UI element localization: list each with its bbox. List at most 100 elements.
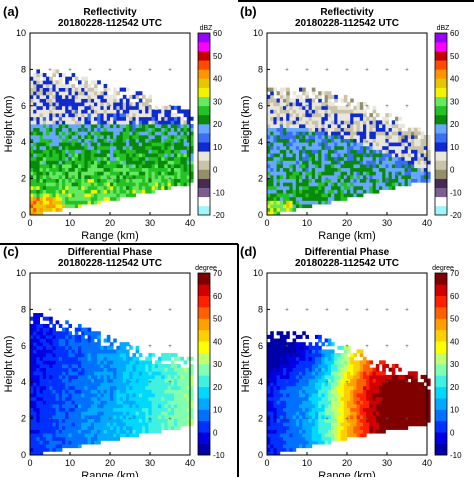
heatmap-cell — [305, 204, 309, 208]
heatmap-cell — [289, 117, 293, 121]
heatmap-cell — [78, 124, 82, 128]
heatmap-cell — [373, 139, 377, 143]
heatmap-cell — [107, 95, 111, 99]
heatmap-cell — [171, 400, 175, 404]
heatmap-cell — [94, 197, 98, 201]
grid-marker: + — [325, 104, 329, 110]
heatmap-cell — [59, 204, 63, 208]
grid-marker: + — [345, 104, 349, 110]
heatmap-cell — [293, 179, 297, 183]
heatmap-cell — [52, 208, 56, 212]
colorbar-swatch — [198, 398, 210, 410]
heatmap-cell — [312, 375, 316, 379]
heatmap-cell — [59, 411, 63, 415]
heatmap-cell — [148, 164, 152, 168]
heatmap-cell — [155, 379, 159, 383]
heatmap-cell — [411, 135, 415, 139]
heatmap-cell — [110, 433, 114, 437]
heatmap-cell — [116, 368, 120, 372]
heatmap-cell — [113, 99, 117, 103]
heatmap-cell — [120, 146, 124, 150]
heatmap-cell — [30, 91, 34, 95]
heatmap-cell — [100, 357, 104, 361]
heatmap-cell — [315, 131, 319, 135]
heatmap-cell — [158, 368, 162, 372]
heatmap-cell — [56, 113, 60, 117]
heatmap-cell — [270, 157, 274, 161]
heatmap-cell — [43, 149, 47, 153]
heatmap-cell — [139, 171, 143, 175]
heatmap-cell — [36, 437, 40, 441]
heatmap-cell — [174, 157, 178, 161]
heatmap-cell — [398, 135, 402, 139]
heatmap-cell — [155, 408, 159, 412]
heatmap-cell — [136, 102, 140, 106]
heatmap-cell — [363, 168, 367, 172]
heatmap-cell — [91, 149, 95, 153]
heatmap-cell — [78, 182, 82, 186]
heatmap-cell — [360, 168, 364, 172]
heatmap-cell — [36, 324, 40, 328]
heatmap-cell — [312, 200, 316, 204]
heatmap-cell — [97, 419, 101, 423]
heatmap-cell — [43, 106, 47, 110]
heatmap-cell — [318, 400, 322, 404]
heatmap-cell — [321, 128, 325, 132]
heatmap-cell — [382, 182, 386, 186]
heatmap-cell — [132, 157, 136, 161]
heatmap-cell — [132, 153, 136, 157]
heatmap-cell — [116, 128, 120, 132]
heatmap-cell — [81, 342, 85, 346]
heatmap-cell — [142, 368, 146, 372]
heatmap-cell — [104, 109, 108, 113]
heatmap-cell — [286, 197, 290, 201]
colorbar-tick-label: -10 — [213, 188, 225, 197]
heatmap-cell — [283, 426, 287, 430]
heatmap-cell — [72, 375, 76, 379]
heatmap-cell — [184, 160, 188, 164]
heatmap-cell — [107, 437, 111, 441]
heatmap-cell — [376, 142, 380, 146]
heatmap-cell — [33, 419, 37, 423]
heatmap-cell — [315, 357, 319, 361]
heatmap-cell — [136, 389, 140, 393]
heatmap-cell — [62, 131, 66, 135]
heatmap-cell — [363, 113, 367, 117]
heatmap-cell — [120, 426, 124, 430]
heatmap-cell — [94, 397, 98, 401]
grid-marker: + — [148, 307, 152, 313]
heatmap-cell — [104, 91, 108, 95]
heatmap-cell — [36, 389, 40, 393]
heatmap-cell — [75, 128, 79, 132]
heatmap-cell — [52, 73, 56, 77]
heatmap-cell — [318, 179, 322, 183]
heatmap-cell — [132, 386, 136, 390]
heatmap-cell — [344, 149, 348, 153]
heatmap-cell — [174, 415, 178, 419]
heatmap-cell — [52, 102, 56, 106]
heatmap-cell — [270, 404, 274, 408]
heatmap-cell — [414, 149, 418, 153]
heatmap-cell — [161, 124, 165, 128]
heatmap-cell — [267, 208, 271, 212]
heatmap-cell — [30, 430, 34, 434]
heatmap-cell — [126, 164, 130, 168]
heatmap-cell — [62, 149, 66, 153]
heatmap-cell — [68, 91, 72, 95]
heatmap-cell — [100, 102, 104, 106]
heatmap-cell — [107, 182, 111, 186]
heatmap-cell — [331, 142, 335, 146]
heatmap-cell — [289, 422, 293, 426]
heatmap-cell — [315, 430, 319, 434]
heatmap-cell — [97, 120, 101, 124]
heatmap-cell — [376, 149, 380, 153]
heatmap-cell — [46, 411, 50, 415]
heatmap-cell — [152, 408, 156, 412]
heatmap-cell — [296, 164, 300, 168]
heatmap-cell — [91, 440, 95, 444]
heatmap-cell — [353, 106, 357, 110]
heatmap-cell — [408, 128, 412, 132]
heatmap-cell — [296, 346, 300, 350]
heatmap-cell — [56, 168, 60, 172]
heatmap-cell — [152, 400, 156, 404]
